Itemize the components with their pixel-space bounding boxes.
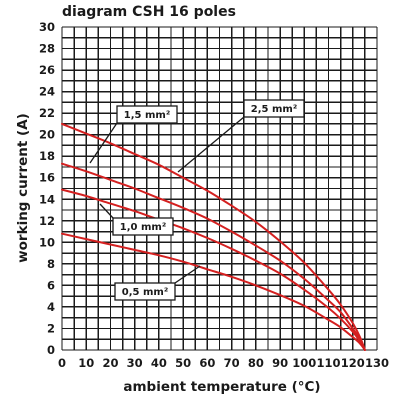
x-tick-label: 0 [58,356,66,370]
leader-line [174,265,201,284]
y-tick-label: 28 [39,42,55,56]
series-label-1: 1,5 mm² [89,105,178,164]
series-line-0 [61,122,366,351]
label-box [114,282,176,301]
y-axis-label: working current (A) [15,113,31,263]
y-tick-label: 6 [47,278,55,292]
x-tick-label: 130 [365,356,389,370]
y-tick-label: 24 [39,85,55,99]
y-tick-label: 22 [39,106,55,120]
y-tick-label: 0 [47,343,55,357]
grid [61,26,378,351]
label-box [243,99,305,118]
y-tick-label: 4 [47,300,55,314]
y-tick-label: 20 [39,128,55,142]
series-label-2: 1,0 mm² [99,203,174,236]
x-tick-label: 90 [272,356,288,370]
leader-line [177,116,245,173]
label-box [112,217,174,236]
x-tick-label: 10 [78,356,94,370]
x-tick-label: 70 [224,356,240,370]
series-line-1 [61,162,366,351]
series-line-3 [61,232,366,351]
x-tick-label: 30 [127,356,143,370]
series-label-text: 2,5 mm² [251,104,297,115]
y-tick-label: 16 [39,171,55,185]
y-tick-label: 10 [39,235,55,249]
x-tick-label: 40 [151,356,167,370]
y-tick-label: 2 [47,321,55,335]
label-box [116,105,178,124]
series-label-3: 0,5 mm² [114,265,201,301]
series-labels: 2,5 mm² 1,5 mm² 1,0 mm² 0,5 mm² [89,99,305,301]
series-label-text: 1,0 mm² [120,222,166,233]
series-label-0: 2,5 mm² [177,99,305,173]
y-tick-label: 14 [39,192,55,206]
x-tick-label: 80 [248,356,264,370]
x-tick-label: 110 [317,356,341,370]
x-tick-label: 120 [341,356,365,370]
chart-title: diagram CSH 16 poles [62,4,236,20]
y-tick-label: 8 [47,257,55,271]
x-tick-label: 50 [175,356,191,370]
y-tick-label: 30 [39,20,55,34]
leader-line [89,122,118,164]
y-tick-label: 26 [39,63,55,77]
series-lines [61,122,366,351]
x-tick-label: 60 [199,356,215,370]
y-tick-label: 12 [39,214,55,228]
series-line-2 [61,188,366,351]
x-tick-label: 100 [292,356,316,370]
leader-line [99,203,114,219]
x-axis-label: ambient temperature (°C) [123,379,320,395]
y-tick-label: 18 [39,149,55,163]
series-label-text: 0,5 mm² [122,287,168,298]
x-tick-label: 20 [102,356,118,370]
x-tick-labels: 0 10 20 30 40 50 60 70 80 90 100 110 120 130 [58,356,389,370]
series-label-text: 1,5 mm² [124,110,170,121]
